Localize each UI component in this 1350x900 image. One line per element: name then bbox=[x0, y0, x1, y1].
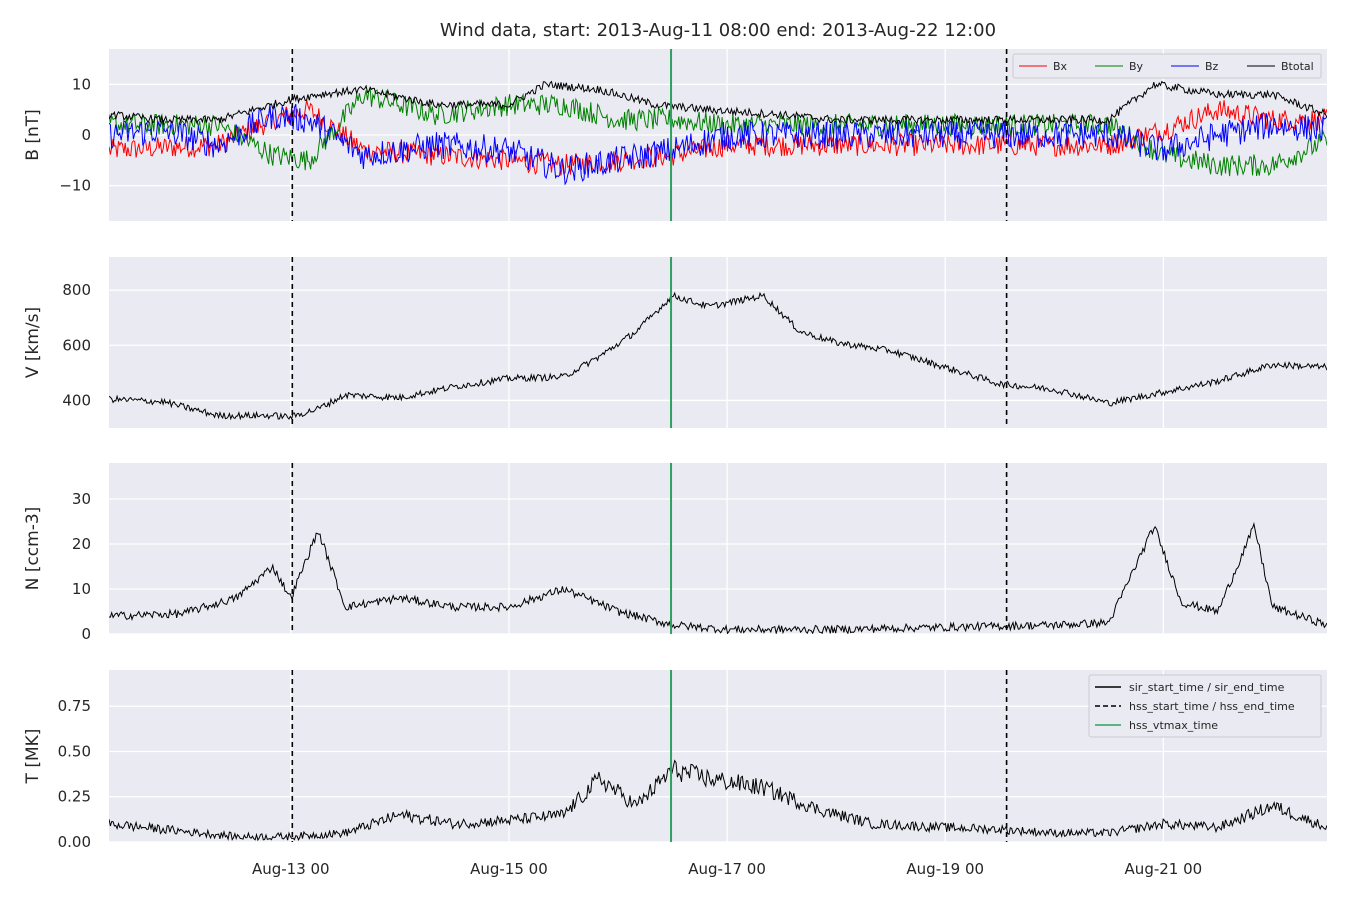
legend-label: hss_start_time / hss_end_time bbox=[1129, 700, 1295, 713]
plot-area bbox=[109, 80, 1327, 186]
panel-background bbox=[109, 257, 1327, 428]
b-legend: Bx By Bz Btotal bbox=[1012, 53, 1322, 79]
legend-label: By bbox=[1129, 60, 1144, 73]
y-axis-label: V [km/s] bbox=[23, 307, 43, 378]
y-tick-label: 800 bbox=[62, 281, 91, 299]
plot-area bbox=[109, 521, 1327, 634]
legend-label: Bz bbox=[1205, 60, 1219, 73]
legend-label: Bx bbox=[1053, 60, 1068, 73]
x-tick-label: Aug-19 00 bbox=[906, 860, 984, 878]
series-line-Btotal bbox=[109, 80, 1327, 126]
y-tick-label: 30 bbox=[72, 490, 91, 508]
y-tick-label: 0.75 bbox=[58, 697, 91, 715]
series-line-By bbox=[109, 87, 1327, 177]
y-axis-label: B [nT] bbox=[23, 109, 43, 161]
plot-area bbox=[109, 759, 1327, 842]
y-tick-label: 600 bbox=[62, 336, 91, 354]
y-tick-label: 0.25 bbox=[58, 788, 91, 806]
x-tick-label: Aug-21 00 bbox=[1125, 860, 1203, 878]
series-line-Bx bbox=[109, 99, 1327, 176]
x-tick-label: Aug-15 00 bbox=[470, 860, 548, 878]
panel-3: 0 10 20 30 N [ccm-3] bbox=[23, 463, 1327, 643]
series-line-value bbox=[109, 291, 1327, 421]
y-axis-label: T [MK] bbox=[23, 729, 43, 785]
x-tick-label: Aug-13 00 bbox=[252, 860, 330, 878]
events-legend: sir_start_time / sir_end_time hss_start_t… bbox=[1088, 674, 1322, 738]
legend-frame bbox=[1012, 53, 1322, 79]
panel-background bbox=[109, 463, 1327, 634]
y-tick-label: 10 bbox=[72, 580, 91, 598]
y-tick-label: 20 bbox=[72, 535, 91, 553]
series-line-Bz bbox=[109, 103, 1327, 186]
legend-frame bbox=[1088, 674, 1322, 738]
legend-label: sir_start_time / sir_end_time bbox=[1129, 681, 1285, 694]
series-line-value bbox=[109, 521, 1327, 634]
figure-title: Wind data, start: 2013-Aug-11 08:00 end:… bbox=[440, 20, 996, 41]
y-tick-label: 0.00 bbox=[58, 833, 91, 851]
y-tick-label: 0 bbox=[81, 625, 91, 643]
y-tick-label: 0 bbox=[81, 126, 91, 144]
y-axis-label: N [ccm-3] bbox=[23, 507, 43, 591]
legend-label: Btotal bbox=[1281, 60, 1314, 73]
legend-label: hss_vtmax_time bbox=[1129, 719, 1218, 732]
plot-area bbox=[109, 291, 1327, 421]
y-tick-label: 400 bbox=[62, 391, 91, 409]
panel-1: −10 0 10 B [nT] Bx By Bz Btotal bbox=[23, 49, 1327, 221]
series-line-value bbox=[109, 759, 1327, 842]
y-tick-label: 0.50 bbox=[58, 742, 91, 760]
panels: −10 0 10 B [nT] Bx By Bz Btotal 400 600 800 V [km/s… bbox=[23, 49, 1327, 851]
y-tick-label: 10 bbox=[72, 75, 91, 93]
x-tick-label: Aug-17 00 bbox=[688, 860, 766, 878]
panel-2: 400 600 800 V [km/s] bbox=[23, 257, 1327, 428]
y-tick-label: −10 bbox=[59, 177, 91, 195]
x-axis-ticks: Aug-13 00 Aug-15 00 Aug-17 00 Aug-19 00 Aug-… bbox=[252, 860, 1202, 878]
